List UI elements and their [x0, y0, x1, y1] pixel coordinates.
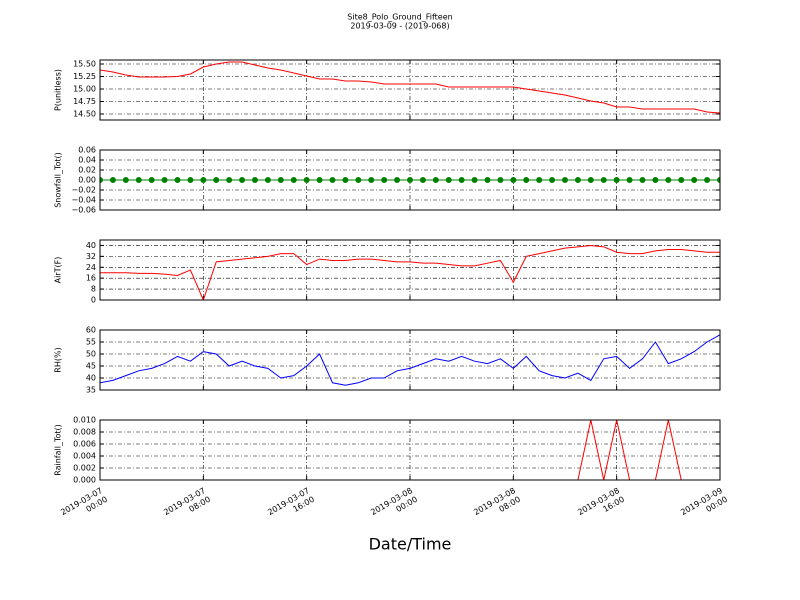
y-axis-label: AirT(F) [54, 257, 63, 284]
data-line [100, 244, 720, 300]
y-tick-label: −0.04 [71, 196, 96, 205]
data-point [471, 177, 478, 183]
data-point [717, 177, 720, 183]
data-point [213, 177, 220, 183]
data-point [174, 177, 181, 183]
data-point [626, 177, 633, 183]
y-tick-label: 0 [91, 296, 96, 305]
y-tick-label: 0.002 [73, 464, 96, 473]
data-point [329, 177, 336, 183]
data-point [381, 177, 388, 183]
plot-frame [99, 329, 721, 391]
data-point [523, 177, 530, 183]
data-point [239, 177, 246, 183]
data-point [574, 177, 581, 183]
data-point [432, 177, 439, 183]
data-point [549, 177, 556, 183]
data-line [100, 334, 720, 386]
data-point [342, 177, 349, 183]
plot-frame [99, 149, 721, 211]
x-axis-label: Date/Time [369, 535, 452, 554]
data-point [497, 177, 504, 183]
data-point [290, 177, 297, 183]
data-point [316, 177, 323, 183]
data-point [419, 177, 426, 183]
data-line [100, 61, 720, 114]
data-point [691, 177, 698, 183]
data-point [536, 177, 543, 183]
y-tick-label: 0.004 [73, 452, 96, 461]
data-point [484, 177, 491, 183]
data-point [200, 177, 207, 183]
data-point [587, 177, 594, 183]
data-point [148, 177, 155, 183]
data-point [407, 177, 413, 183]
data-point [109, 177, 116, 183]
chart-subtitle: 2019-03-09 - (2019-068) [350, 22, 449, 31]
y-tick-label: 50 [86, 350, 96, 359]
data-point [252, 177, 258, 183]
data-point [704, 177, 711, 183]
y-tick-label: 0.00 [78, 176, 96, 185]
y-tick-label: 0.008 [73, 428, 96, 437]
data-point [458, 177, 465, 183]
y-tick-label: 24 [86, 263, 96, 272]
y-tick-label: 0.000 [73, 476, 96, 485]
y-tick-label: 40 [86, 241, 96, 250]
data-point [562, 177, 568, 183]
plot-frame [99, 419, 721, 481]
plot-frame [99, 59, 721, 121]
y-tick-label: 45 [86, 362, 96, 371]
data-point [277, 177, 284, 183]
data-point [135, 177, 142, 183]
y-tick-label: 14.75 [73, 97, 96, 106]
y-tick-label: −0.02 [71, 186, 96, 195]
y-tick-label: 0.010 [73, 416, 96, 425]
y-tick-label: 55 [86, 338, 96, 347]
data-point [652, 177, 659, 183]
y-tick-label: 0.02 [78, 166, 96, 175]
y-tick-label: 60 [86, 326, 96, 335]
y-axis-label: Rainfall_Tot() [54, 424, 63, 476]
data-point [122, 177, 129, 183]
y-axis-label: RH(%) [54, 347, 63, 372]
plot-frame [99, 239, 721, 301]
data-point [303, 177, 310, 183]
data-point [187, 177, 194, 183]
y-axis-label: Snowfall_Tot() [54, 152, 63, 208]
y-tick-label: 15.00 [73, 85, 96, 94]
data-point [665, 177, 672, 183]
data-point [510, 177, 517, 183]
y-tick-label: 32 [86, 252, 96, 261]
data-point [394, 177, 401, 183]
data-point [445, 177, 452, 183]
data-point [226, 177, 233, 183]
y-tick-label: −0.06 [71, 206, 96, 215]
data-point [100, 177, 103, 183]
y-tick-label: 14.50 [73, 110, 96, 119]
data-point [355, 177, 362, 183]
y-tick-label: 0.006 [73, 440, 96, 449]
data-point [600, 177, 607, 183]
y-tick-label: 0.04 [78, 156, 96, 165]
chart-title: Site8_Polo_Ground_Fifteen [347, 13, 452, 22]
data-point [678, 177, 685, 183]
y-tick-label: 8 [91, 285, 96, 294]
data-point [264, 177, 271, 183]
data-point [368, 177, 375, 183]
data-point [613, 177, 620, 183]
data-point [161, 177, 168, 183]
y-tick-label: 40 [86, 374, 96, 383]
y-tick-label: 15.25 [73, 72, 96, 81]
y-tick-label: 35 [86, 386, 96, 395]
data-point [639, 177, 646, 183]
y-tick-label: 0.06 [78, 146, 96, 155]
y-tick-label: 15.50 [73, 60, 96, 69]
y-tick-label: 16 [86, 274, 96, 283]
y-axis-label: P(unitless) [54, 69, 63, 111]
